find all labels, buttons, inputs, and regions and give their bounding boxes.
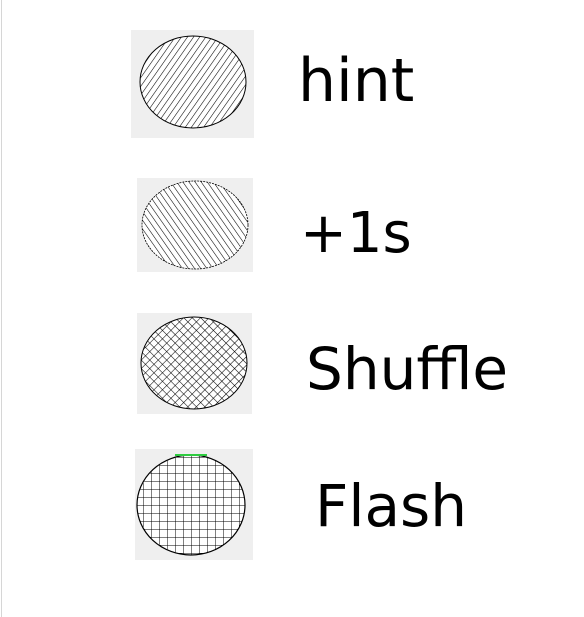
hint-label: hint	[298, 46, 415, 116]
plus-1s-label: +1s	[300, 201, 412, 266]
left-border	[1, 0, 2, 617]
flash-icon	[135, 449, 253, 560]
flash-label: Flash	[315, 472, 467, 540]
shuffle-icon	[137, 313, 252, 414]
hint-icon	[131, 30, 254, 138]
shuffle-label: Shuffle	[306, 335, 509, 403]
plus-1s-icon	[137, 178, 253, 272]
